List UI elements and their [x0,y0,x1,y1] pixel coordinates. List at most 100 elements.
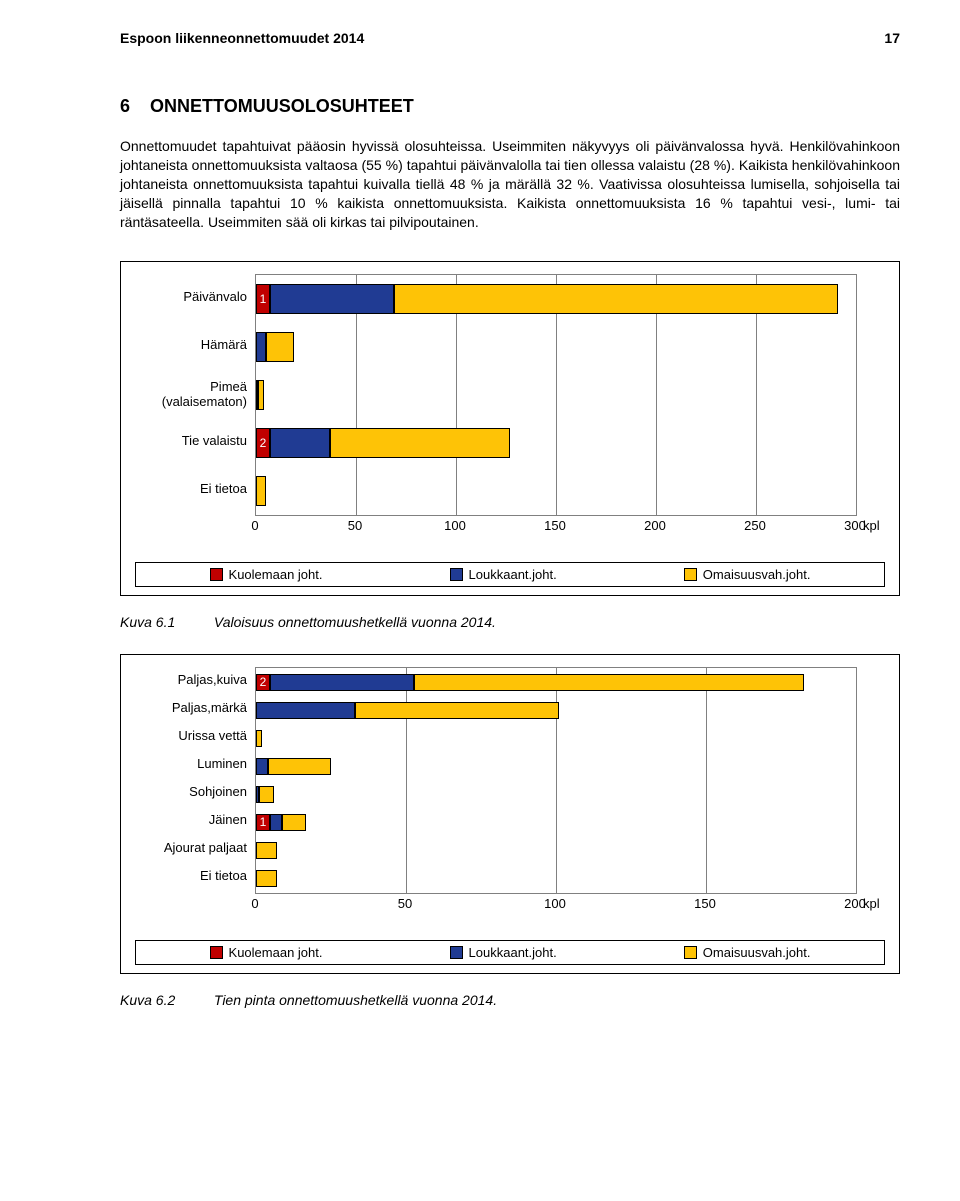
section-heading: 6 ONNETTOMUUSOLOSUHTEET [120,96,900,117]
bar-segment-yellow [256,870,277,887]
bar-segment-red: 1 [256,284,270,314]
bar-segment-blue [270,814,282,831]
chart-1-caption-text: Valoisuus onnettomuushetkellä vuonna 201… [214,614,496,630]
x-tick-label: 0 [251,518,258,533]
x-tick-label: 250 [744,518,766,533]
bar-segment-blue [270,284,394,314]
bar-row: 2 [256,674,804,691]
category-label: Tie valaistu [135,434,247,448]
chart-1-caption-id: Kuva 6.1 [120,614,210,630]
legend-item: Kuolemaan joht. [210,945,323,960]
bar-row [256,870,277,887]
legend-item: Omaisuusvah.joht. [684,567,811,582]
bar-segment-yellow [268,758,331,775]
legend-label: Loukkaant.joht. [469,567,557,582]
category-label: Luminen [135,757,247,771]
x-tick-label: 50 [348,518,362,533]
chart-2-caption-id: Kuva 6.2 [120,992,210,1008]
page-header: Espoon liikenneonnettomuudet 2014 17 [120,30,900,46]
category-label: Jäinen [135,813,247,827]
bar-segment-yellow [330,428,510,458]
bar-segment-red: 1 [256,814,270,831]
chart-2-caption: Kuva 6.2 Tien pinta onnettomuushetkellä … [120,992,900,1008]
legend-label: Loukkaant.joht. [469,945,557,960]
bar-segment-yellow [355,702,559,719]
legend-swatch [450,568,463,581]
category-label: Paljas,märkä [135,701,247,715]
x-tick-label: 0 [251,896,258,911]
bar-segment-blue [256,758,268,775]
section-body: Onnettomuudet tapahtuivat pääosin hyviss… [120,137,900,231]
x-axis-unit: kpl [863,518,880,533]
chart-1-container: Päivänvalo Hämärä Pimeä(valaisematon) Tie v… [120,261,900,596]
bar-segment-blue [270,674,414,691]
legend-swatch [210,568,223,581]
bar-segment-yellow [394,284,838,314]
section-heading-text: ONNETTOMUUSOLOSUHTEET [150,96,414,116]
legend-item: Omaisuusvah.joht. [684,945,811,960]
plot-area: 21 [255,667,857,894]
chart-2: Paljas,kuiva Paljas,märkä Urissa vettä Lumi… [135,667,885,914]
legend-label: Omaisuusvah.joht. [703,945,811,960]
bar-segment-yellow [282,814,306,831]
bar-segment-yellow [258,380,264,410]
legend-label: Omaisuusvah.joht. [703,567,811,582]
x-tick-label: 200 [644,518,666,533]
chart-1: Päivänvalo Hämärä Pimeä(valaisematon) Tie v… [135,274,885,536]
bar-row: 2 [256,428,510,458]
chart-1-caption: Kuva 6.1 Valoisuus onnettomuushetkellä v… [120,614,900,630]
x-tick-label: 100 [544,896,566,911]
legend-swatch [684,946,697,959]
legend-swatch [210,946,223,959]
category-label: Sohjoinen [135,785,247,799]
chart-2-legend: Kuolemaan joht. Loukkaant.joht. Omaisuusva… [135,940,885,965]
bar-row [256,476,266,506]
bar-segment-yellow [259,786,274,803]
category-label: Ajourat paljaat [135,841,247,855]
bar-segment-blue [270,428,330,458]
legend-swatch [684,568,697,581]
x-tick-label: 150 [544,518,566,533]
chart-2-caption-text: Tien pinta onnettomuushetkellä vuonna 20… [214,992,497,1008]
legend-item: Loukkaant.joht. [450,567,557,582]
x-axis-unit: kpl [863,896,880,911]
x-tick-label: 50 [398,896,412,911]
x-tick-label: 150 [694,896,716,911]
category-label: Päivänvalo [135,290,247,304]
bar-row: 1 [256,814,306,831]
header-page-number: 17 [884,30,900,46]
bar-segment-yellow [414,674,804,691]
legend-label: Kuolemaan joht. [229,567,323,582]
bar-segment-blue [256,332,266,362]
bar-row [256,758,331,775]
bar-row [256,842,277,859]
chart-1-legend: Kuolemaan joht. Loukkaant.joht. Omaisuusva… [135,562,885,587]
section-number: 6 [120,96,130,116]
legend-item: Kuolemaan joht. [210,567,323,582]
x-tick-label: 100 [444,518,466,533]
category-label: Pimeä(valaisematon) [135,380,247,409]
bar-row [256,730,262,747]
plot-area: 12 [255,274,857,516]
bar-segment-yellow [256,842,277,859]
category-label: Paljas,kuiva [135,673,247,687]
bar-segment-blue [256,702,355,719]
category-label: Hämärä [135,338,247,352]
bar-segment-red: 2 [256,428,270,458]
bar-segment-yellow [256,730,262,747]
category-label: Ei tietoa [135,482,247,496]
legend-swatch [450,946,463,959]
bar-segment-yellow [256,476,266,506]
legend-item: Loukkaant.joht. [450,945,557,960]
legend-label: Kuolemaan joht. [229,945,323,960]
bar-row: 1 [256,284,838,314]
bar-row [256,380,264,410]
bar-row [256,332,294,362]
category-label: Urissa vettä [135,729,247,743]
header-title: Espoon liikenneonnettomuudet 2014 [120,30,364,46]
bar-row [256,786,274,803]
category-label: Ei tietoa [135,869,247,883]
bar-segment-red: 2 [256,674,270,691]
bar-segment-yellow [266,332,294,362]
gridline [706,668,707,893]
